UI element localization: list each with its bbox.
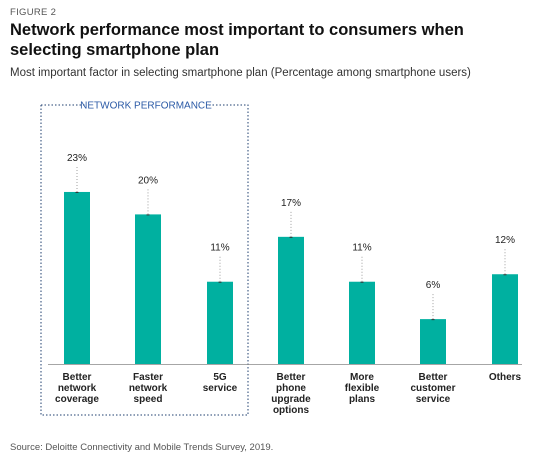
value-label-2: 20% — [138, 175, 158, 186]
chart-title: Network performance most important to co… — [10, 21, 464, 59]
figure-label: FIGURE 2 — [10, 7, 57, 18]
bar-2 — [135, 214, 161, 364]
category-label-7: Others — [489, 372, 522, 383]
group-label: NETWORK PERFORMANCE — [80, 101, 212, 112]
bar-4 — [278, 236, 304, 364]
value-label-4: 17% — [281, 198, 301, 209]
bar-chart: NETWORK PERFORMANCE 23% Better network cover… — [40, 101, 522, 416]
value-label-6: 6% — [426, 280, 441, 291]
source-note: Source: Deloitte Connectivity and Mobile… — [10, 442, 274, 453]
bar-3 — [207, 281, 233, 364]
category-label-4: Better phone upgrade options — [271, 372, 311, 416]
value-label-1: 23% — [67, 153, 87, 164]
value-label-5: 11% — [352, 243, 371, 254]
bar-1 — [64, 191, 90, 364]
category-label-6: Better customer service — [410, 372, 455, 405]
category-label-3: 5G service — [203, 372, 238, 394]
bar-7 — [492, 274, 518, 364]
category-label-5: More flexible plans — [345, 372, 380, 405]
group-box — [40, 104, 249, 416]
chart-subtitle: Most important factor in selecting smart… — [10, 67, 471, 79]
bar-5 — [349, 281, 375, 364]
value-label-7: 12% — [495, 235, 515, 246]
value-label-3: 11% — [210, 243, 229, 254]
bar-6 — [420, 319, 446, 364]
category-label-1: Better network coverage — [55, 372, 99, 405]
category-label-2: Faster network speed — [129, 372, 168, 405]
